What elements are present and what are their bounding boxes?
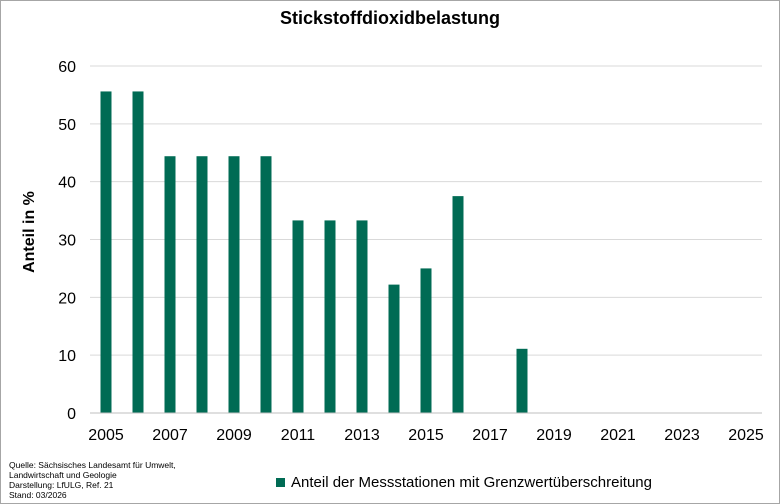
x-tick-label: 2013 [344,427,380,444]
source-line: Landwirtschaft und Geologie [9,470,117,480]
source-line: Stand: 03/2026 [9,490,67,500]
x-tick-label: 2025 [728,427,764,444]
y-tick-label: 30 [58,233,76,250]
bar [420,268,432,413]
y-tick-label: 10 [58,348,76,365]
y-tick-label: 60 [58,59,76,76]
x-tick-label: 2007 [152,427,188,444]
bar [388,284,400,413]
bar [452,196,464,413]
y-tick-label: 50 [58,117,76,134]
bar [324,220,336,413]
bar [260,156,272,413]
x-tick-label: 2009 [216,427,252,444]
legend: Anteil der Messstationen mit Grenzwertüb… [276,474,652,491]
source-note: Quelle: Sächsisches Landesamt für Umwelt… [9,460,176,500]
bar [516,348,528,413]
x-tick-label: 2019 [536,427,572,444]
x-tick-label: 2021 [600,427,636,444]
x-tick-label: 2017 [472,427,508,444]
y-tick-label: 40 [58,175,76,192]
x-tick-label: 2023 [664,427,700,444]
legend-swatch [276,478,285,487]
y-tick-label: 20 [58,290,76,307]
x-tick-label: 2011 [281,427,316,444]
bar [164,156,176,413]
bar [196,156,208,413]
bar [228,156,240,413]
legend-label: Anteil der Messstationen mit Grenzwertüb… [291,474,652,491]
bar [100,91,112,414]
bar [356,220,368,413]
x-tick-label: 2015 [408,427,444,444]
bar [132,91,144,414]
source-line: Darstellung: LfULG, Ref. 21 [9,480,114,490]
bar [292,220,304,413]
source-line: Quelle: Sächsisches Landesamt für Umwelt… [9,460,176,470]
x-tick-label: 2005 [88,427,124,444]
y-tick-label: 0 [67,406,76,423]
chart-title: Stickstoffdioxidbelastung [279,8,501,28]
